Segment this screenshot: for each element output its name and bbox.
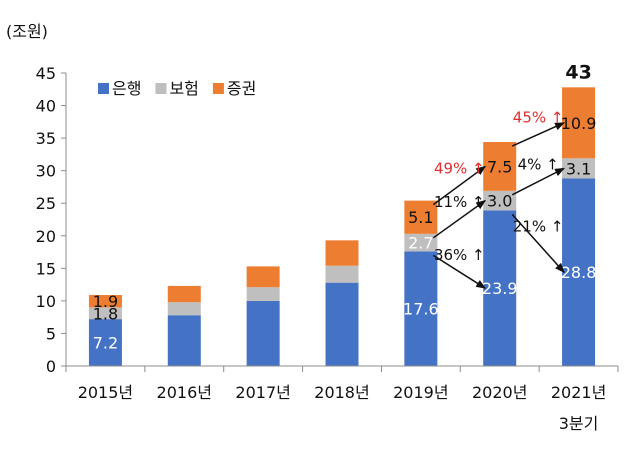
legend-label: 보험 (169, 79, 198, 98)
legend-label: 은행 (112, 79, 141, 98)
bar-segment (246, 266, 280, 288)
bar-segment (88, 307, 122, 320)
x-axis: 2015년 2016년 2017년 2018년 2019년 2020년 2021년 3분기 (65, 365, 619, 433)
bar-segment (404, 200, 438, 234)
bar-segment (404, 251, 438, 366)
bar-segment (562, 158, 596, 179)
bars (88, 87, 596, 366)
y-tick-label: 30 (36, 162, 56, 181)
y-tick-label: 10 (36, 292, 56, 311)
y-tick-label: 20 (36, 227, 56, 246)
data-label: 3.1 (566, 159, 591, 178)
y-tick-label: 25 (36, 194, 56, 213)
data-label: 7.2 (93, 334, 118, 353)
total-label: 43 (565, 61, 591, 83)
unit-label: (조원) (6, 22, 48, 41)
legend-swatch (155, 83, 167, 94)
growth-label: 11% ↑ (434, 193, 485, 211)
bar-segment (562, 87, 596, 159)
x-tick-label: 2019년 (393, 383, 448, 402)
legend: 은행 보험 증권 (98, 79, 256, 98)
y-tick-label: 5 (46, 324, 56, 343)
growth-label: 45% ↑ (513, 108, 564, 126)
data-label: 10.9 (561, 114, 597, 133)
bar-segment (167, 315, 201, 366)
growth-label: 21% ↑ (513, 217, 564, 235)
data-label: 28.8 (561, 263, 597, 282)
x-tick-label: 2017년 (235, 383, 290, 402)
data-label: 17.6 (403, 300, 439, 319)
bar-segment (483, 210, 517, 366)
bar-segment (325, 240, 359, 266)
bar-segment (325, 265, 359, 283)
y-tick-label: 35 (36, 129, 56, 148)
x-tick-label: 2016년 (157, 383, 212, 402)
bar-segment (562, 178, 596, 366)
growth-arrow (511, 167, 565, 196)
bar-segment (88, 319, 122, 366)
data-label: 1.8 (93, 304, 118, 323)
growth-label: 36% ↑ (434, 246, 485, 264)
growth-arrow (432, 165, 487, 206)
bar-segment (167, 285, 201, 303)
legend-label: 증권 (227, 79, 256, 98)
growth-label: 4% ↑ (518, 156, 559, 174)
legend-swatch (212, 83, 224, 94)
bar-segment (167, 302, 201, 316)
x-tick-label: 2018년 (314, 383, 369, 402)
bar-segment (404, 233, 438, 252)
y-tick-label: 15 (36, 259, 56, 278)
growth-arrow (511, 213, 565, 273)
growth-arrow (432, 254, 487, 289)
x-tick-sublabel: 3분기 (559, 414, 599, 433)
x-tick-label: 2015년 (78, 383, 133, 402)
bar-segment (246, 287, 280, 301)
y-tick-label: 45 (36, 64, 56, 83)
bar-segment (246, 300, 280, 366)
data-label: 2.7 (408, 234, 433, 253)
bar-segment (325, 282, 359, 366)
data-label: 1.9 (93, 292, 118, 311)
legend-swatch (98, 83, 109, 94)
x-tick-label: 2020년 (472, 383, 527, 402)
bar-segment (483, 190, 517, 211)
data-label: 23.9 (482, 279, 518, 298)
bar-segment (88, 295, 122, 308)
growth-annotations: 36% ↑ 21% ↑ 11% ↑ 4% ↑ 49% ↑ 45% ↑ (432, 108, 565, 289)
growth-arrow (432, 200, 487, 239)
data-label: 7.5 (487, 157, 512, 176)
y-axis: 0 5 10 15 20 25 30 35 40 45 (36, 64, 67, 376)
y-tick-label: 0 (46, 357, 56, 376)
data-label: 5.1 (408, 208, 433, 227)
y-tick-label: 40 (36, 97, 56, 116)
growth-label: 49% ↑ (434, 160, 485, 178)
data-label: 3.0 (487, 192, 512, 211)
growth-arrow (511, 122, 565, 147)
x-tick-label: 2021년 (551, 383, 606, 402)
data-labels: 7.2 1.81.9 17.6 2.7 5.1 23.9 3.0 7.5 28.8 3.1 10.9… (93, 61, 597, 352)
bar-segment (483, 142, 517, 191)
